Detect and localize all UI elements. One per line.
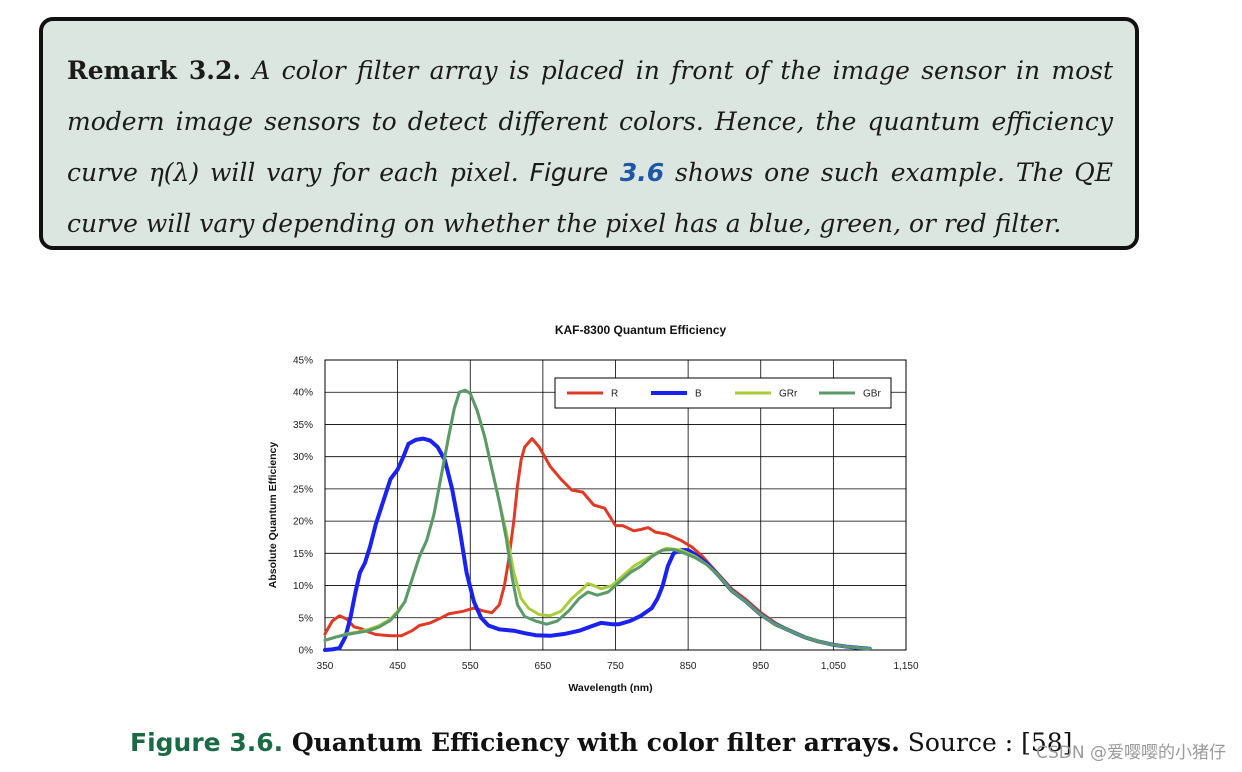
caption-source-label: Source : [899,728,1022,757]
figure-reference-word[interactable]: Figure [529,158,609,187]
remark-text-part-2: shows one such example. The QE curve wil… [67,158,1113,238]
qe-chart: 0% 5% 10% 15% 20% 25% 30% 35% 40% 45% 350 450 550 650… [250,312,950,702]
y-axis-title: Absolute Quantum Efficiency [267,442,279,589]
y-tick-label: 5% [299,613,314,624]
chart-legend: R B GRr GBr [554,377,892,409]
figure-reference-number[interactable]: 3.6 [608,158,665,187]
y-tick-label: 20% [293,517,313,528]
figure-caption: Figure 3.6. Quantum Efficiency with colo… [130,728,1072,757]
remark-label: Remark 3.2. [67,56,242,85]
x-tick-label: 1,150 [893,661,918,672]
watermark: CSDN @爱嘤嘤的小猪仔 [1036,743,1226,763]
chart-axes: 0% 5% 10% 15% 20% 25% 30% 35% 40% 45% 350 450 550 650… [293,356,919,673]
y-tick-label: 25% [293,484,313,495]
y-tick-label: 10% [293,581,313,592]
y-tick-label: 15% [293,549,313,560]
series-line-gbr [323,388,872,651]
x-tick-label: 1,050 [821,661,846,672]
x-tick-label: 350 [317,661,334,672]
legend-label-grr: GRr [779,389,798,400]
remark-box: Remark 3.2. A color filter array is plac… [39,17,1139,250]
chart-title: KAF-8300 Quantum Efficiency [555,323,727,337]
x-tick-label: 850 [680,661,697,672]
y-tick-label: 35% [293,420,313,431]
caption-citation-link[interactable]: [58] [1021,728,1073,757]
x-tick-label: 650 [535,661,552,672]
y-tick-label: 0% [299,646,314,657]
legend-label-gbr: GBr [863,389,881,400]
x-tick-label: 550 [462,661,479,672]
legend-label-r: R [611,389,618,400]
caption-title: Quantum Efficiency with color filter arr… [283,728,900,757]
chart-series-layer [323,388,872,652]
remark-paragraph: Remark 3.2. A color filter array is plac… [67,45,1113,249]
qe-chart-svg: 0% 5% 10% 15% 20% 25% 30% 35% 40% 45% 350 450 550 650… [267,323,919,694]
remark-text-part-1: A color filter array is placed in front … [67,56,1114,187]
x-tick-label: 450 [389,661,406,672]
x-tick-label: 950 [752,661,769,672]
x-axis-title: Wavelength (nm) [568,682,652,694]
y-tick-label: 45% [293,356,313,367]
caption-label: Figure 3.6. [130,728,284,757]
x-tick-label: 750 [607,661,624,672]
y-tick-label: 40% [293,388,313,399]
y-tick-label: 30% [293,452,313,463]
legend-label-b: B [695,389,702,400]
